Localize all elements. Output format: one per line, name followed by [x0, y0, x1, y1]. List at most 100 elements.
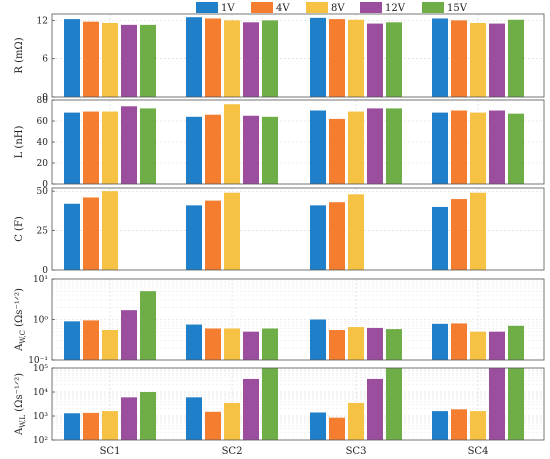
y-axis-label: C (F): [14, 216, 25, 242]
bar-8V-SC2: [224, 328, 240, 360]
bar-4V-SC4: [451, 20, 467, 98]
x-tick-label-SC1: SC1: [100, 446, 121, 457]
y-tick-label: 0: [42, 266, 48, 276]
bar-8V-SC3: [348, 19, 364, 97]
bar-4V-SC4: [451, 409, 467, 440]
bar-8V-SC1: [102, 411, 118, 440]
bar-8V-SC2: [224, 192, 240, 270]
bar-1V-SC1: [64, 321, 80, 360]
bar-12V-SC1: [121, 397, 137, 440]
panel-2: 0 20 40 60 80 L (nH): [14, 96, 545, 190]
bar-15V-SC4: [508, 368, 524, 440]
bar-12V-SC1: [121, 106, 137, 184]
y-tick-label: 20: [37, 159, 49, 169]
bar-4V-SC1: [83, 197, 99, 270]
legend-item-15V: 15V: [422, 2, 468, 14]
bar-4V-SC2: [205, 411, 221, 440]
bar-1V-SC2: [186, 17, 202, 98]
y-tick-label: 50: [37, 187, 49, 197]
bar-1V-SC2: [186, 397, 202, 440]
bar-4V-SC4: [451, 323, 467, 360]
bar-1V-SC4: [432, 18, 448, 97]
legend-item-1V: 1V: [196, 2, 235, 14]
panel-1: 0 6 12 R (mΩ): [14, 13, 545, 103]
bar-12V-SC3: [367, 23, 383, 98]
bar-4V-SC3: [329, 19, 345, 97]
panel-frame: [51, 13, 545, 98]
y-axis-label: AW,L (Ωs⁻¹ᐟ²): [14, 373, 27, 436]
y-tick-label: 10¹: [33, 275, 48, 285]
legend-swatch: [251, 2, 273, 13]
y-axis-label: AW,C (Ωs⁻¹ᐟ²): [14, 288, 27, 352]
legend-label: 8V: [331, 3, 345, 14]
y-tick-label: 10²: [33, 436, 48, 446]
legend-label: 12V: [385, 3, 406, 14]
bar-12V-SC4: [489, 331, 505, 360]
category-labels: SC1 SC2 SC3 SC4: [100, 446, 489, 457]
y-tick-label: 25: [37, 227, 49, 237]
bar-12V-SC4: [489, 23, 505, 98]
y-tick-label: 10⁵: [33, 364, 48, 374]
bar-12V-SC2: [243, 115, 259, 184]
y-tick-label: 10⁴: [33, 388, 48, 398]
bar-4V-SC4: [451, 110, 467, 184]
y-axis-label: R (mΩ): [14, 37, 25, 73]
bar-4V-SC3: [329, 417, 345, 440]
bar-1V-SC3: [310, 412, 326, 440]
legend-item-8V: 8V: [306, 2, 345, 14]
bar-1V-SC4: [432, 323, 448, 360]
legend-swatch: [196, 2, 218, 13]
y-tick-label: 80: [37, 96, 49, 106]
y-tick-label: 40: [37, 138, 49, 148]
bar-4V-SC2: [205, 114, 221, 184]
bar-8V-SC1: [102, 111, 118, 184]
bar-1V-SC2: [186, 324, 202, 360]
legend-label: 1V: [221, 3, 235, 14]
bar-1V-SC4: [432, 411, 448, 440]
bar-1V-SC3: [310, 17, 326, 98]
bar-4V-SC2: [205, 328, 221, 360]
y-tick-label: 6: [42, 55, 48, 65]
bar-12V-SC3: [367, 378, 383, 440]
panel-3: 0 25 50 C (F): [14, 187, 545, 276]
bar-15V-SC4: [508, 19, 524, 97]
bar-15V-SC3: [386, 368, 402, 440]
bar-15V-SC2: [262, 368, 278, 440]
y-tick-label: 10⁻¹: [28, 356, 48, 366]
bar-15V-SC3: [386, 329, 402, 360]
legend-swatch: [360, 2, 382, 13]
bar-1V-SC1: [64, 413, 80, 440]
bar-15V-SC3: [386, 22, 402, 97]
x-tick-label-SC3: SC3: [346, 446, 367, 457]
bar-4V-SC1: [83, 320, 99, 360]
y-tick-label: 12: [37, 16, 48, 26]
bar-1V-SC1: [64, 112, 80, 184]
y-tick-label: 10³: [33, 412, 48, 422]
bar-4V-SC1: [83, 412, 99, 440]
bar-8V-SC2: [224, 402, 240, 440]
legend-swatch: [306, 2, 328, 13]
bar-15V-SC1: [140, 108, 156, 184]
legend-item-12V: 12V: [360, 2, 406, 14]
bar-8V-SC4: [470, 331, 486, 360]
y-tick-label: 0: [42, 93, 48, 103]
bar-12V-SC2: [243, 378, 259, 440]
bar-8V-SC4: [470, 411, 486, 440]
bar-1V-SC4: [432, 206, 448, 270]
bar-8V-SC2: [224, 104, 240, 184]
legend-label: 4V: [276, 3, 290, 14]
bar-4V-SC2: [205, 18, 221, 97]
bar-1V-SC3: [310, 319, 326, 360]
bar-1V-SC3: [310, 205, 326, 270]
bar-8V-SC4: [470, 22, 486, 97]
bar-1V-SC2: [186, 116, 202, 184]
bar-1V-SC4: [432, 112, 448, 184]
x-tick-label-SC4: SC4: [468, 446, 489, 457]
bar-1V-SC1: [64, 19, 80, 97]
bar-15V-SC4: [508, 113, 524, 184]
bar-15V-SC1: [140, 392, 156, 440]
bar-12V-SC2: [243, 331, 259, 360]
x-tick-label-SC2: SC2: [222, 446, 243, 457]
bar-15V-SC4: [508, 325, 524, 360]
